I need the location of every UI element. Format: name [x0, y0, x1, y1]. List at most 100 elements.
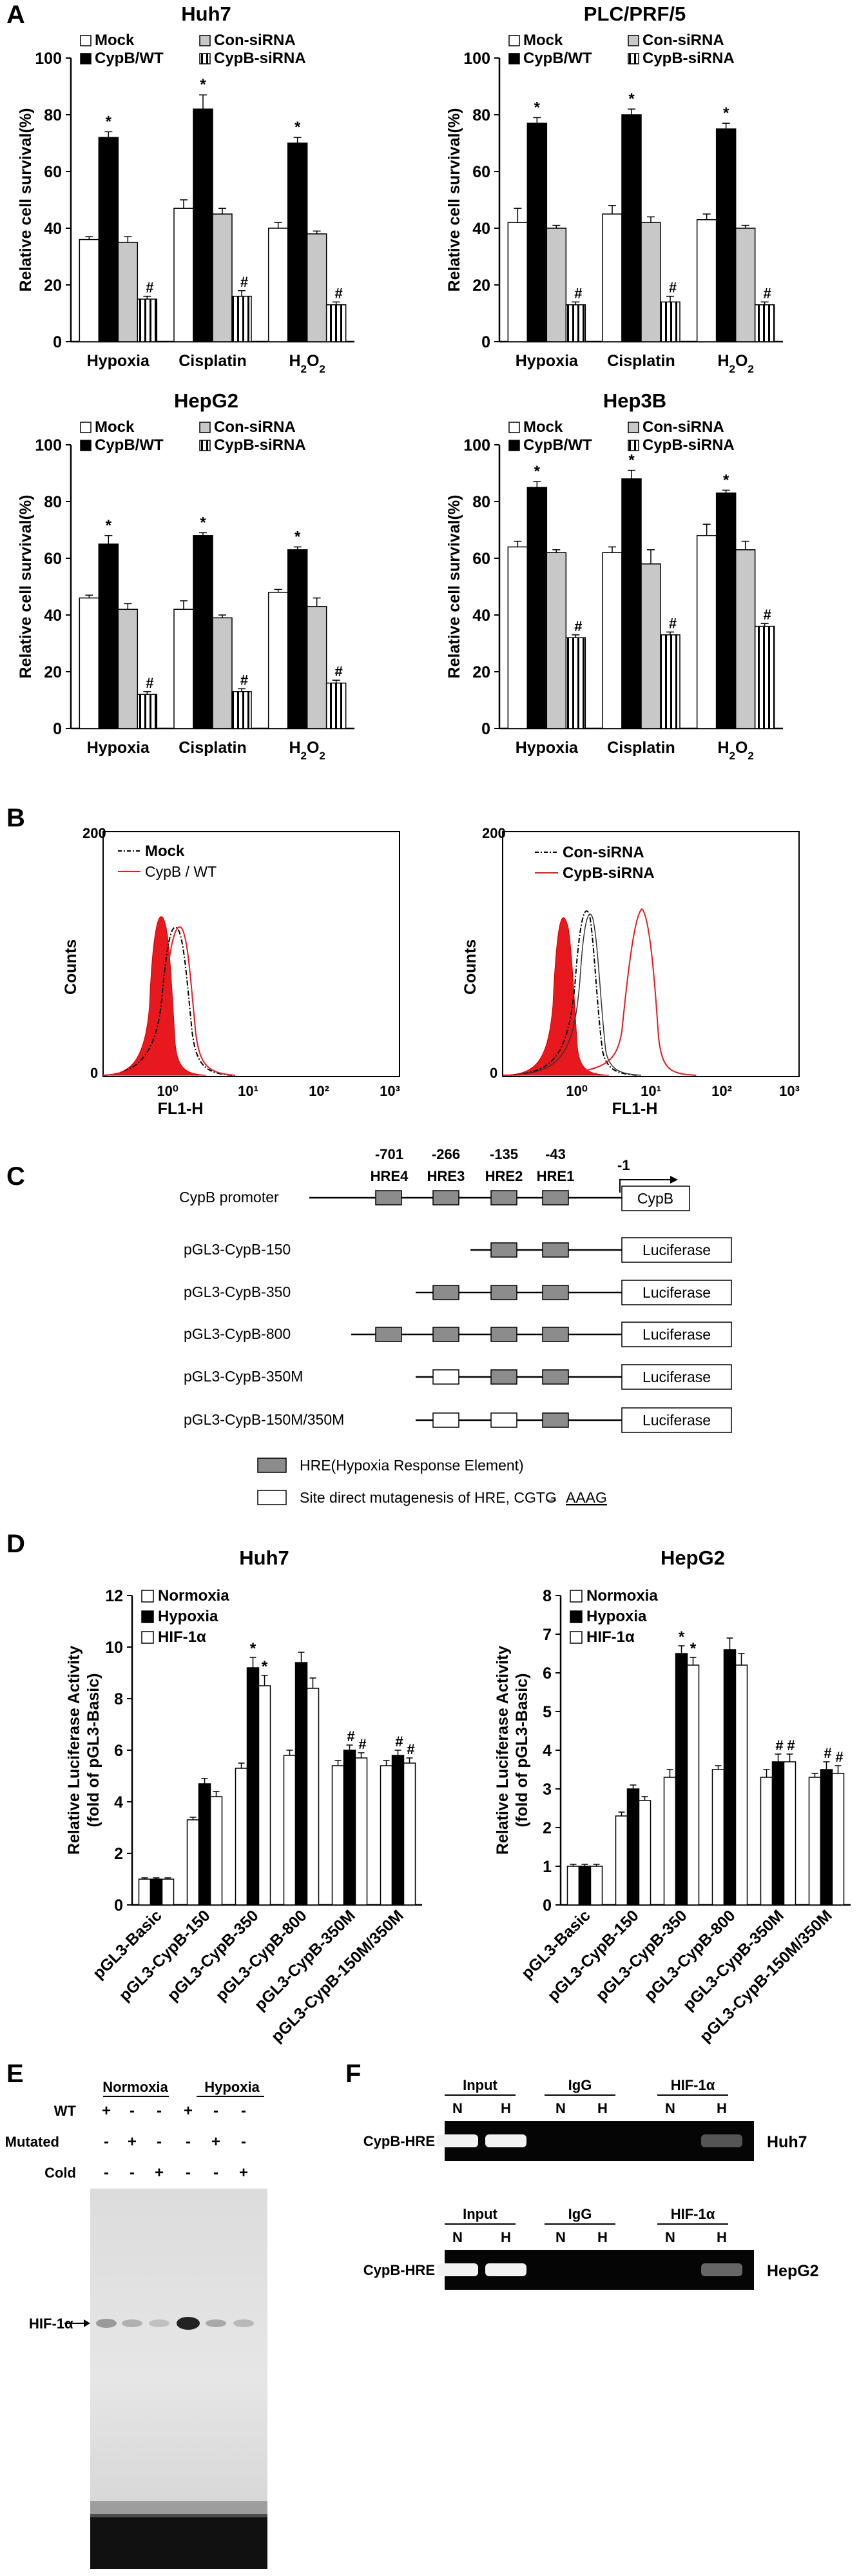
- legend-swatch-mock: [508, 35, 520, 46]
- bar-hypoxia-pgl3-cypb-150: [626, 1788, 640, 1906]
- category-label-hypoxia: Hypoxia: [516, 352, 579, 370]
- significance-hash: #: [146, 280, 153, 296]
- chip-panel: Input IgG HIF-1α N H N H N H CypB-HRE Huh7 Input Ig…: [363, 2077, 819, 2290]
- legend-label-cypb-wt: CypB / WT: [145, 863, 217, 880]
- bar-hif-1-pgl3-cypb-800: [306, 1688, 320, 1906]
- bar-normoxia-pgl3-cypb-350: [663, 1777, 677, 1906]
- tss-arrow: [619, 1179, 670, 1193]
- category-label-h2o2: H2O2: [717, 739, 753, 762]
- y-tick-label: 40: [44, 607, 62, 625]
- y-tick-label: 60: [44, 550, 62, 568]
- bar-hif-1-pgl3-cypb-150m-350m: [831, 1773, 845, 1906]
- emsa-hypoxia-label: Hypoxia: [204, 2079, 260, 2095]
- flow-xtick-1: 10¹: [238, 1083, 258, 1099]
- bar-cypb-sirna-cisplatin: [660, 301, 680, 342]
- cypb-gene-box: [621, 1186, 690, 1211]
- y-tick-label: 0: [481, 333, 490, 351]
- bar-hypoxia-pgl3-cypb-350: [246, 1667, 260, 1906]
- chip-lane-n: N: [452, 2100, 463, 2116]
- significance-star: *: [690, 1640, 697, 1657]
- bar-normoxia-pgl3-cypb-150: [186, 1819, 200, 1906]
- legend-label-mock: Mock: [523, 418, 563, 436]
- category-label-pgl3-cypb-350: pGL3-CypB-350: [592, 1906, 690, 2004]
- bar-con-sirna-cisplatin: [641, 563, 661, 729]
- legend-label-con-sirna: Con-siRNA: [642, 32, 724, 49]
- emsa-cold-sign-lane5: -: [213, 2164, 218, 2181]
- panel-label-d: D: [6, 1530, 25, 1558]
- y-tick-label: 100: [35, 50, 62, 68]
- legend-swatch-normoxia: [141, 1590, 154, 1603]
- chip-group-input: Input: [463, 2206, 497, 2222]
- bar-hif-1-pgl3-basic: [590, 1866, 603, 1906]
- emsa-mut-sign-lane6: -: [241, 2133, 246, 2151]
- promoter-diagram: -701 -266 -135 -43 HRE4 HRE3 HRE2 HRE1 -…: [179, 1146, 732, 1506]
- bar-hypoxia-pgl3-cypb-150: [198, 1783, 211, 1906]
- construct-350m-hre1: [542, 1369, 569, 1385]
- legend-swatch-hypoxia: [141, 1610, 154, 1623]
- emsa-gel-panel: Normoxia Hypoxia WT Mutated Cold + - - + - - -…: [5, 2079, 267, 2569]
- bar-con-sirna-cisplatin: [641, 222, 661, 342]
- legend-swatch-con-sirna: [628, 422, 639, 433]
- bar-cypb-sirna-hypoxia: [137, 298, 158, 342]
- bar-cypb-sirna-cisplatin: [660, 634, 680, 729]
- bar-mock-h2o2: [267, 228, 289, 342]
- bar-hypoxia-pgl3-basic: [150, 1878, 163, 1906]
- panel-label-e: E: [6, 2060, 24, 2088]
- y-tick-label: 8: [543, 1587, 552, 1605]
- emsa-cold-sign-lane1: -: [104, 2164, 109, 2181]
- chip-group-igg: IgG: [568, 2206, 592, 2222]
- luciferase-label-150: Luciferase: [642, 1242, 711, 1258]
- y-axis-label-2: (fold of pGL3-Basic): [84, 1673, 102, 1828]
- y-tick-label: 80: [44, 493, 62, 511]
- category-label-pgl3-cypb-150: pGL3-CypB-150: [115, 1906, 213, 2004]
- chip-gel-huh7: Input IgG HIF-1α N H N H N H CypB-HRE Huh7: [363, 2077, 807, 2161]
- legend-swatch-con-sirna: [628, 35, 639, 46]
- chip-band-lane6: [701, 2263, 742, 2276]
- legend-swatch-hif-1: [570, 1631, 583, 1644]
- bar-mock-cisplatin: [602, 213, 623, 342]
- hre2-box: [490, 1190, 517, 1205]
- emsa-band-lane3: [149, 2319, 169, 2327]
- legend-label-hypoxia: Hypoxia: [158, 1608, 218, 1625]
- y-tick-label: 40: [472, 220, 490, 238]
- chip-lane-h: H: [501, 2100, 511, 2116]
- legend-swatch-cypb-wt: [508, 53, 520, 64]
- bar-cypb-wt-hypoxia: [98, 543, 119, 729]
- panel-label-c: C: [6, 1162, 25, 1191]
- category-label-pgl3-cypb-150: pGL3-CypB-150: [544, 1906, 642, 2004]
- y-tick-label: 80: [472, 493, 490, 511]
- significance-star: *: [534, 99, 541, 116]
- y-axis-label: Relative Luciferase Activity: [65, 1646, 83, 1855]
- luciferase-box-800: [621, 1322, 732, 1347]
- emsa-wt-sign-lane4: +: [184, 2102, 193, 2120]
- y-tick-label: 0: [53, 720, 62, 738]
- flow-xtick-2-right: 10²: [711, 1083, 732, 1099]
- flow-xtick-0-right: 10⁰: [566, 1083, 587, 1099]
- bar-cypb-sirna-hypoxia: [565, 637, 586, 729]
- y-tick-label: 3: [543, 1781, 552, 1799]
- bar-normoxia-pgl3-basic: [138, 1878, 151, 1906]
- chip-band-lane2: [485, 2263, 526, 2276]
- significance-hash: #: [787, 1737, 795, 1753]
- bar-cypb-wt-cisplatin: [621, 114, 642, 342]
- emsa-wt-sign-lane2: -: [130, 2102, 135, 2120]
- bar-hypoxia-pgl3-basic: [578, 1866, 592, 1906]
- legend-swatch-mock: [80, 422, 92, 433]
- y-tick-label: 6: [543, 1664, 552, 1683]
- luciferase-box-350: [621, 1280, 732, 1305]
- y-tick-label: 40: [44, 220, 62, 238]
- y-tick-label: 60: [44, 163, 62, 181]
- chip-group-igg: IgG: [568, 2077, 592, 2093]
- flow-xtick-1-right: 10¹: [641, 1083, 661, 1099]
- significance-hash: #: [358, 1736, 366, 1752]
- y-tick-label: 0: [543, 1897, 552, 1915]
- significance-star: *: [628, 452, 635, 469]
- construct-150m-350m-hre1: [542, 1412, 569, 1428]
- chart-huh7-luciferase: Huh7 Normoxia Hypoxia HIF-1α 0 2 4 6 8 10 12 Relati…: [65, 1547, 422, 2046]
- emsa-cold-sign-lane6: +: [239, 2164, 248, 2181]
- significance-star: *: [723, 471, 729, 489]
- emsa-mut-sign-lane2: +: [128, 2133, 137, 2151]
- bar-mock-h2o2: [696, 535, 717, 729]
- construct-150-hre2: [490, 1242, 517, 1258]
